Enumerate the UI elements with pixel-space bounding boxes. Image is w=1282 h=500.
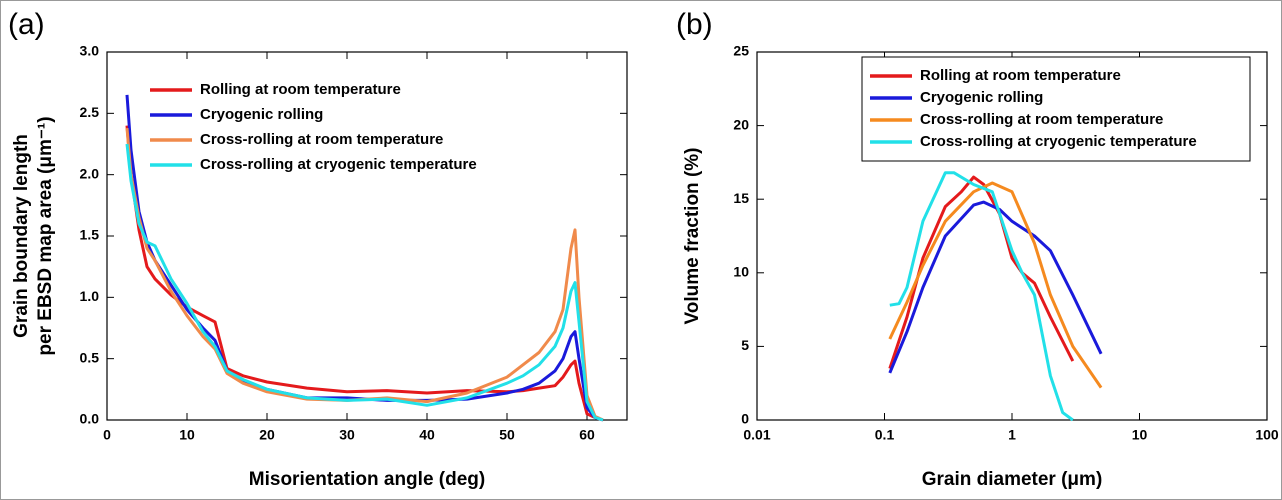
plot-frame (106, 51, 628, 421)
x-tick-label: 40 (419, 427, 435, 443)
legend-label: Cryogenic rolling (200, 106, 323, 123)
y-axis-label: Volume fraction (%) (682, 148, 703, 325)
x-tick-label: 50 (499, 427, 515, 443)
y-tick-label: 5 (741, 337, 749, 353)
panel: 0.01 0.1 1 10 100 0 5 10 15 20 25 Grain diameter (μ… (676, 8, 1279, 490)
x-tick-label: 100 (1255, 427, 1279, 443)
x-tick-label: 0.01 (743, 427, 770, 443)
legend-label: Rolling at room temperature (200, 81, 401, 98)
panel-label: (b) (676, 8, 713, 41)
x-tick-label: 20 (259, 427, 275, 443)
y-tick-label: 0.0 (80, 411, 100, 427)
series-line (888, 181, 1103, 389)
y-tick-label: 1.0 (80, 288, 100, 304)
legend-label: Rolling at room temperature (920, 67, 1121, 84)
x-tick-label: 10 (179, 427, 195, 443)
series-line (125, 125, 604, 422)
y-tick-label: 15 (733, 190, 749, 206)
y-tick-label: 2.0 (80, 165, 100, 181)
x-tick-label: 60 (579, 427, 595, 443)
y-tick-label: 0.5 (80, 349, 100, 365)
y-axis-label: per EBSD map area (μm⁻¹) (35, 116, 56, 355)
y-tick-label: 1.5 (80, 227, 100, 243)
x-tick-label: 10 (1132, 427, 1148, 443)
series-line (889, 171, 1074, 422)
panel: 0 10 20 30 40 50 60 0.0 0.5 1.0 1.5 2.0 2.5 3.0 Misori… (8, 8, 628, 490)
legend-label: Cryogenic rolling (920, 89, 1043, 106)
series-line (125, 143, 604, 422)
y-tick-label: 3.0 (80, 43, 100, 59)
x-tick-label: 30 (339, 427, 355, 443)
legend-label: Cross-rolling at cryogenic temperature (920, 133, 1197, 150)
legend-label: Cross-rolling at room temperature (200, 131, 443, 148)
y-axis-label: Grain boundary length (11, 134, 32, 338)
panel-label: (a) (8, 8, 45, 41)
y-tick-label: 25 (733, 43, 749, 59)
y-tick-label: 10 (733, 264, 749, 280)
series-line (888, 200, 1103, 374)
y-tick-label: 0 (741, 411, 749, 427)
y-tick-label: 2.5 (80, 104, 100, 120)
x-tick-label: 0 (103, 427, 111, 443)
legend-box (861, 56, 1251, 162)
x-axis-label: Grain diameter (μm) (922, 469, 1103, 490)
x-tick-label: 1 (1008, 427, 1016, 443)
series-line (888, 175, 1075, 369)
x-axis-label: Misorientation angle (deg) (249, 469, 485, 490)
x-tick-label: 0.1 (875, 427, 895, 443)
y-tick-label: 20 (733, 116, 749, 132)
legend-label: Cross-rolling at room temperature (920, 111, 1163, 128)
legend-label: Cross-rolling at cryogenic temperature (200, 156, 477, 173)
